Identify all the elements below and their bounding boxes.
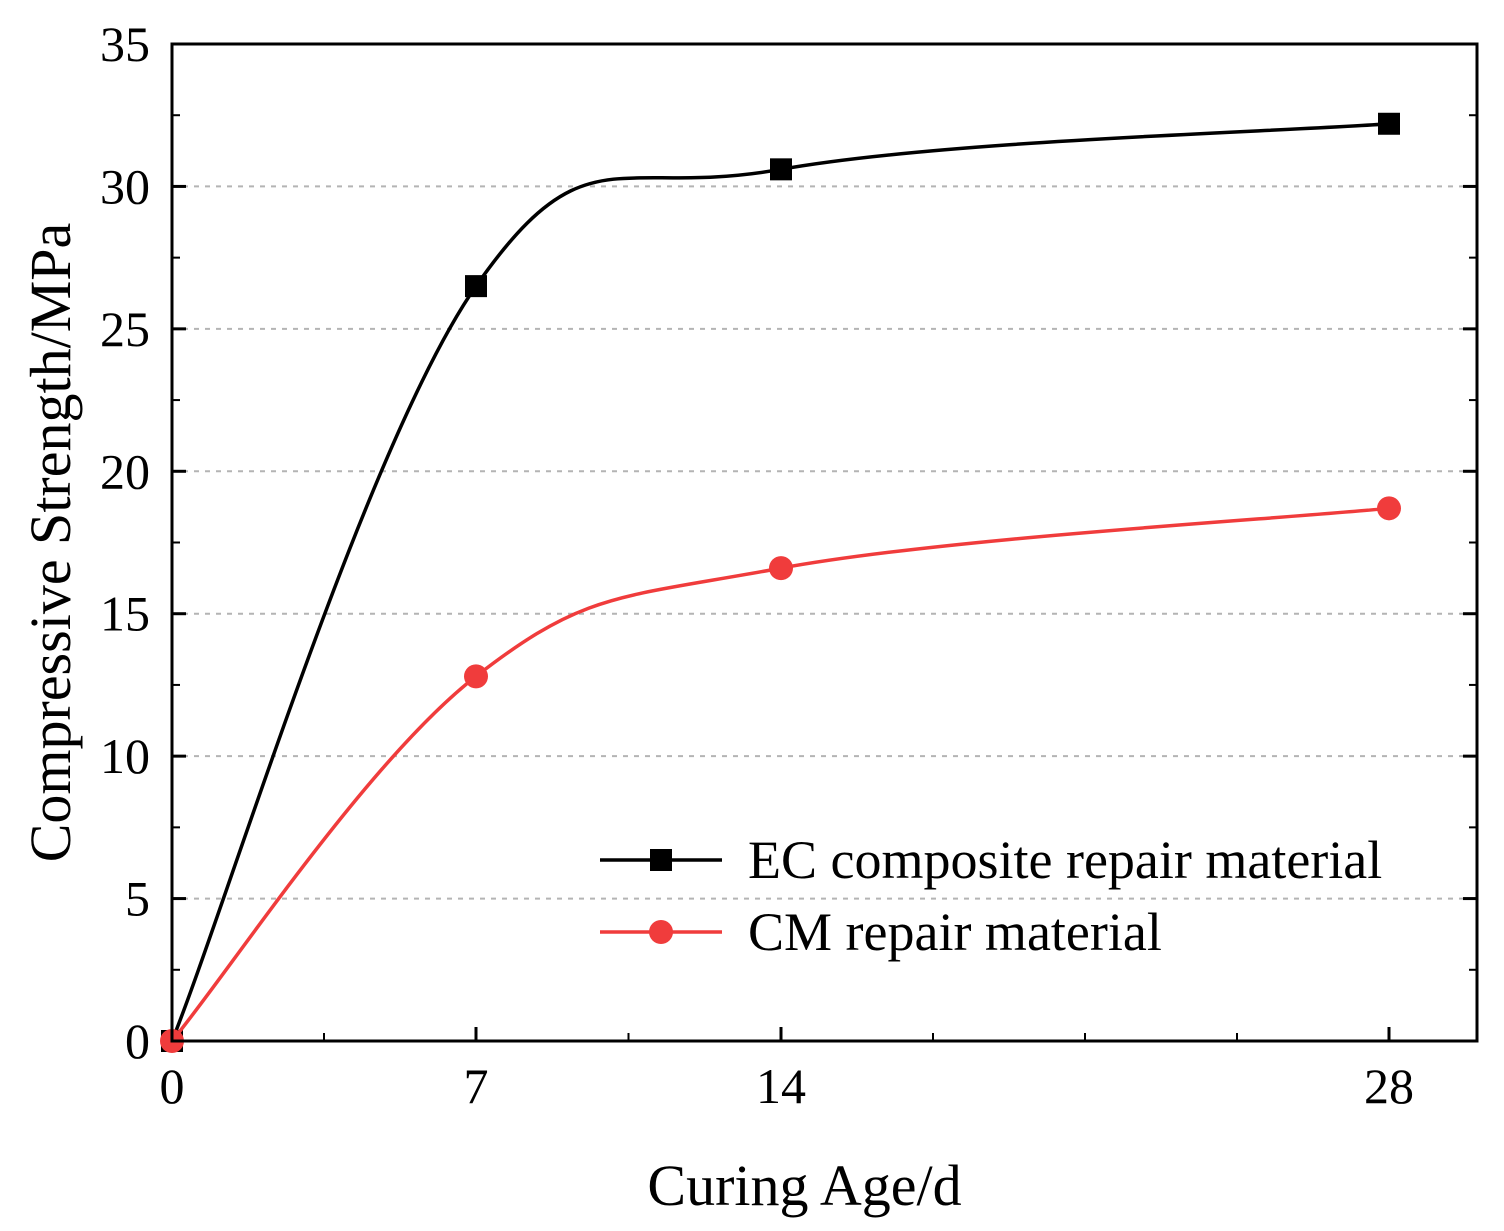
y-tick-label: 30 [100,158,150,214]
y-tick-label: 20 [100,443,150,499]
y-tick-label: 35 [100,16,150,72]
y-tick-label: 15 [100,586,150,642]
data-point-square [465,275,487,298]
x-tick-label: 14 [756,1058,806,1114]
series-line-2 [170,506,1390,1043]
data-point-circle [464,664,488,689]
y-tick-label: 10 [100,728,150,784]
y-tick-label: 25 [100,301,150,357]
legend-label: CM repair material [748,902,1162,962]
x-tick-label: 0 [160,1058,185,1114]
x-axis-title: Curing Age/d [647,1153,961,1218]
x-tick-label: 28 [1364,1058,1414,1114]
axis-ticks: 0 5 10 15 20 25 30 35 0 7 14 28 [100,16,1477,1114]
data-point-square [1378,112,1400,135]
data-point-square [770,158,792,181]
legend-marker-circle [649,920,673,944]
grid-lines [172,185,1477,900]
data-point-circle [769,556,793,581]
data-point-circle [1377,496,1401,521]
y-axis-title: Compressive Strength/MPa [18,223,83,863]
legend: EC composite repair material CM repair ma… [600,830,1382,962]
series-layer [160,112,1401,1053]
legend-label: EC composite repair material [748,830,1382,890]
legend-marker-square [650,849,672,871]
y-tick-label: 5 [125,871,150,927]
plot-frame [170,42,1479,1043]
series-line-1 [170,122,1390,1042]
y-tick-label: 0 [125,1013,150,1069]
x-tick-label: 7 [464,1058,489,1114]
